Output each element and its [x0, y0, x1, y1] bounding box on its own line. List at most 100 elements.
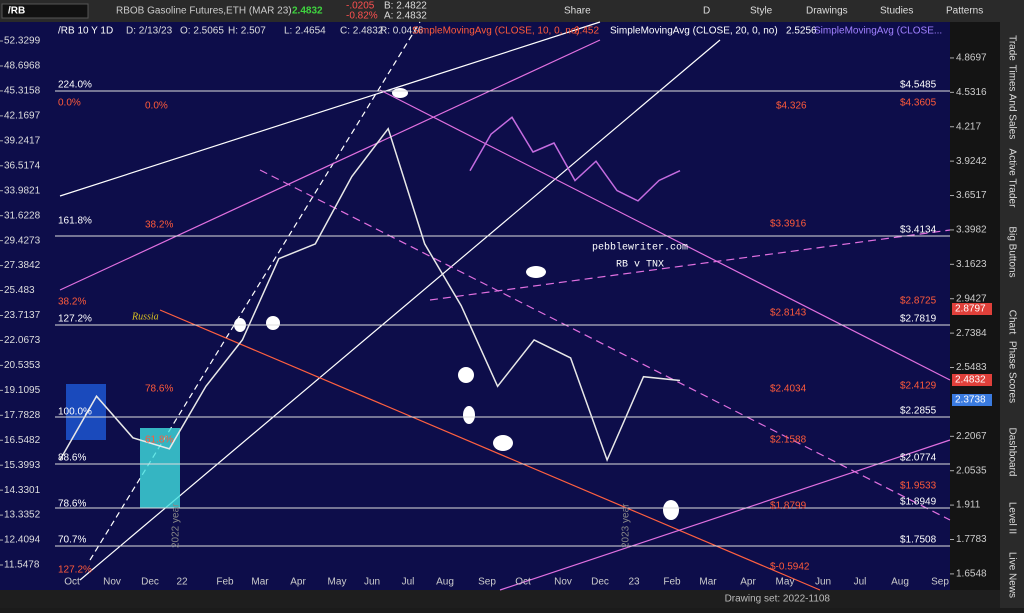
bid: B: 2.4822 — [384, 1, 427, 12]
marker — [493, 435, 513, 451]
level-label: 224.0% — [58, 80, 92, 91]
toolbar-button[interactable]: Drawings — [806, 6, 848, 17]
side-tab[interactable]: Live News — [1006, 552, 1017, 598]
trend-line — [429, 229, 951, 301]
study-label: R: 0.0416 — [380, 26, 424, 37]
toolbar-button[interactable]: Share — [564, 6, 591, 17]
trend-line — [59, 21, 601, 197]
symbol[interactable]: /RB — [8, 6, 25, 17]
marker — [458, 367, 474, 383]
price-tag — [952, 303, 992, 315]
side-tab[interactable]: Big Buttons — [1006, 226, 1017, 277]
y2-tick-label: 12.4094 — [4, 535, 41, 546]
study-label: SimpleMovingAvg (CLOSE, 20, 0, no) — [610, 26, 778, 37]
side-tab[interactable]: Dashboard — [1006, 428, 1017, 477]
side-tab[interactable]: Level II — [1006, 502, 1017, 534]
level-label: $2.0774 — [900, 453, 937, 464]
y2-tick-label: 45.3158 — [4, 86, 41, 97]
side-tab[interactable]: Trade — [1006, 35, 1017, 61]
y2-tick-label: 16.5482 — [4, 435, 41, 446]
study-label: C: 2.4832 — [340, 26, 384, 37]
study-label: 2.5256 — [786, 26, 817, 37]
y2-tick-label: 27.3842 — [4, 260, 41, 271]
trend-line — [259, 169, 951, 521]
y-tick-label: 1.911 — [956, 500, 981, 511]
level-label: $2.8725 — [900, 296, 937, 307]
y-tick-label: 1.6548 — [956, 569, 987, 580]
study-label: SimpleMovingAvg (CLOSE... — [814, 26, 942, 37]
change: -.0205 — [346, 1, 375, 12]
y2-tick-label: 13.3352 — [4, 510, 41, 521]
y2-tick-label: 33.9821 — [4, 185, 41, 196]
x-tick-label: Oct — [515, 577, 531, 588]
toolbar-button[interactable]: D — [703, 6, 710, 17]
level-label: $2.2855 — [900, 406, 937, 417]
y-tick-label: 2.9427 — [956, 293, 987, 304]
y2-tick-label: 42.1697 — [4, 111, 41, 122]
x-tick-label: Aug — [436, 577, 454, 588]
toolbar-button[interactable]: Studies — [880, 6, 913, 17]
level-label: $1.9533 — [900, 481, 937, 492]
study-label: /RB 10 Y 1D — [58, 26, 113, 37]
y2-tick-label: 31.6228 — [4, 210, 41, 221]
trend-line — [59, 39, 601, 291]
y-tick-label: 2.7384 — [956, 328, 987, 339]
x-tick-label: Mar — [699, 577, 717, 588]
side-tab[interactable]: Times And Sales — [1006, 65, 1017, 140]
study-label: 2.452 — [574, 26, 599, 37]
markers — [234, 88, 679, 520]
y2-tick-label: 17.7828 — [4, 410, 41, 421]
level-label: $2.1588 — [770, 435, 807, 446]
level-label: 127.2% — [58, 314, 92, 325]
study-label: H: 2.507 — [228, 26, 266, 37]
level-label: $2.4034 — [770, 384, 807, 395]
study-label: D: 2/13/23 — [126, 26, 173, 37]
y-tick-label: 3.9242 — [956, 156, 987, 167]
study-label: O: 2.5065 — [180, 26, 224, 37]
change-pct: -0.82% — [346, 11, 378, 22]
toolbar-button[interactable]: Style — [750, 6, 773, 17]
x-tick-label: Feb — [216, 577, 234, 588]
description: RBOB Gasoline Futures,ETH (MAR 23) — [116, 6, 292, 17]
side-tab[interactable]: Active Trader — [1006, 149, 1017, 209]
trend-line — [499, 439, 951, 591]
level-label: $4.5485 — [900, 80, 937, 91]
symbol-box[interactable] — [1, 3, 89, 19]
study-label: SimpleMovingAvg (CLOSE, 10, 0, no) — [412, 26, 580, 37]
y2-tick-label: 22.0673 — [4, 335, 41, 346]
y-tick-label: 1.7783 — [956, 534, 987, 545]
y-tick-label: 4.217 — [956, 121, 981, 132]
y2-tick-label: 23.7137 — [4, 310, 41, 321]
price-tag — [952, 394, 992, 406]
y2-tick-label: 14.3301 — [4, 485, 41, 496]
side-tab[interactable]: Chart — [1006, 310, 1017, 335]
side-tab[interactable]: Phase Scores — [1006, 341, 1017, 403]
x-tick-label: Jul — [402, 577, 415, 588]
x-tick-label: Jun — [815, 577, 831, 588]
marker — [663, 500, 679, 520]
level-label: $3.4134 — [900, 225, 937, 236]
y-tick-label: 3.1623 — [956, 259, 987, 270]
y2-tick-label: 20.5353 — [4, 360, 41, 371]
level-label: $1.7508 — [900, 535, 937, 546]
x-tick-label: Jul — [854, 577, 867, 588]
level-label: 78.6% — [145, 384, 173, 395]
x-tick-label: Nov — [103, 577, 121, 588]
series-line — [59, 127, 681, 463]
x-tick-label: Feb — [663, 577, 681, 588]
level-label: $4.326 — [776, 101, 807, 112]
level-label: $2.4129 — [900, 381, 937, 392]
level-label: 161.8% — [58, 216, 92, 227]
level-label: 70.7% — [58, 535, 86, 546]
level-label: $-0.5942 — [770, 562, 810, 573]
level-label: 88.6% — [58, 453, 86, 464]
x-tick-label: 23 — [628, 577, 640, 588]
x-tick-label: Oct — [64, 577, 80, 588]
x-tick-label: Dec — [141, 577, 159, 588]
level-label: 61.8% — [145, 435, 173, 446]
y2-tick-label: 25.483 — [4, 285, 35, 296]
toolbar-button[interactable]: Patterns — [946, 6, 983, 17]
level-label: $4.3605 — [900, 98, 937, 109]
x-tick-label: Jun — [364, 577, 380, 588]
x-tick-label: Dec — [591, 577, 609, 588]
